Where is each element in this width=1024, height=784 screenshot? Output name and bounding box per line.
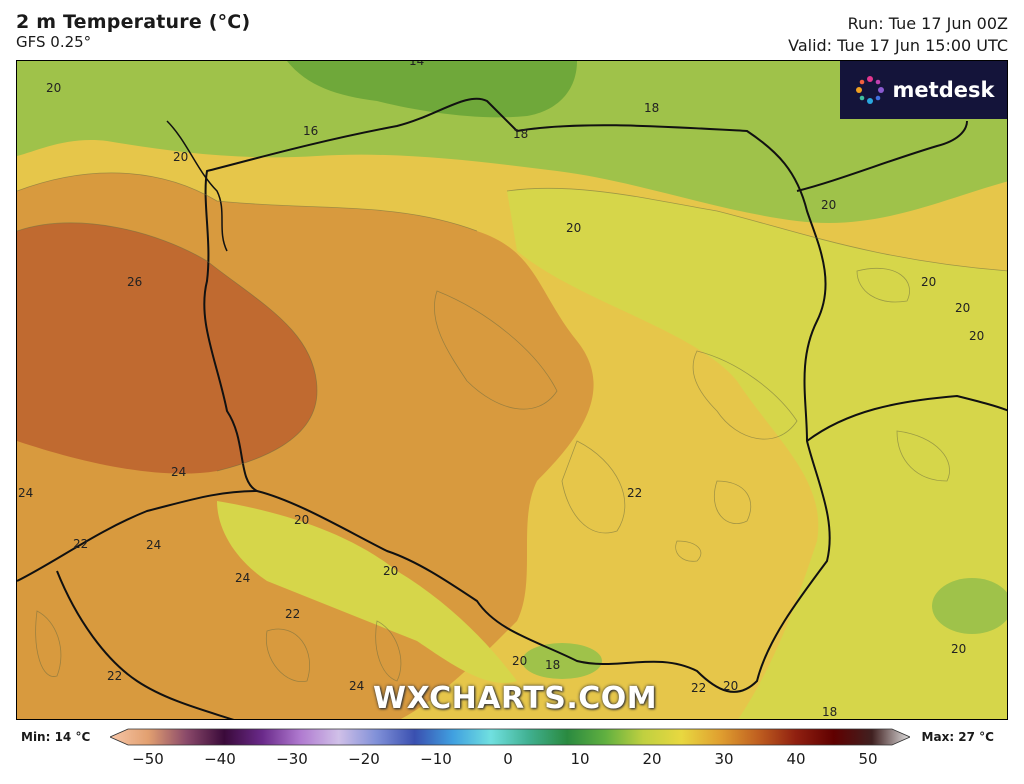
contour-label: 20: [951, 642, 967, 656]
contour-label: 20: [383, 564, 399, 578]
contour-label: 20: [512, 654, 528, 668]
valid-time: Valid: Tue 17 Jun 15:00 UTC: [788, 36, 1008, 55]
legend-tick: 10: [570, 750, 590, 768]
legend-tick: 40: [786, 750, 806, 768]
contour-label: 22: [627, 486, 643, 500]
color-legend: Min: 14 °C Max: 27 °C −50 −40 −30 −20 −1…: [0, 722, 1024, 784]
zone-18-south: [522, 643, 602, 679]
border-west: [17, 490, 258, 582]
contour-label: 20: [723, 679, 739, 693]
model-name: GFS 0.25°: [16, 33, 92, 51]
contour-label: 26: [127, 275, 143, 289]
contour-label: 24: [235, 571, 251, 585]
border-southwest: [56, 570, 235, 719]
coastline-baltic: [166, 120, 228, 252]
map-canvas: [17, 61, 1007, 719]
header-left: 2 m Temperature (°C) GFS 0.25°: [16, 11, 250, 51]
contour-label: 24: [18, 486, 34, 500]
zone-20: [507, 188, 1007, 719]
contour-label: 20: [566, 221, 582, 235]
legend-tick: 50: [858, 750, 878, 768]
temperature-map: metdesk WXCHARTS.COM 20 16 14 18 18 20 2…: [16, 60, 1008, 720]
contour-label: 20: [969, 329, 985, 343]
contour-label: 20: [173, 150, 189, 164]
legend-tick: −50: [132, 750, 164, 768]
zone-18-southeast: [932, 578, 1007, 634]
zone-16: [17, 61, 1007, 223]
metdesk-logo: metdesk: [840, 61, 1007, 119]
metdesk-logo-icon: [855, 76, 884, 104]
wxcharts-watermark: WXCHARTS.COM: [373, 681, 658, 716]
contour-label: 20: [46, 81, 62, 95]
legend-ticks: −50 −40 −30 −20 −10 0 10 20 30 40 50: [0, 750, 1024, 770]
contour-label: 22: [107, 669, 123, 683]
legend-tick: 30: [714, 750, 734, 768]
zone-22-south: [217, 501, 517, 683]
border-northeast: [796, 120, 968, 192]
contour-label: 24: [146, 538, 162, 552]
legend-tick: −30: [276, 750, 308, 768]
legend-tick: −20: [348, 750, 380, 768]
legend-tick: 0: [503, 750, 513, 768]
border-east: [806, 394, 1007, 442]
contour-label: 18: [822, 705, 838, 719]
contour-label: 24: [171, 465, 187, 479]
zone-26: [17, 222, 317, 474]
contour-label: 22: [285, 607, 301, 621]
contour-label: 18: [545, 658, 561, 672]
contour-label: 20: [294, 513, 310, 527]
legend-min: Min: 14 °C: [21, 730, 91, 744]
legend-colorbar: [110, 728, 910, 746]
contour-label: 20: [821, 198, 837, 212]
legend-tick: −40: [204, 750, 236, 768]
contour-label: 14: [409, 60, 425, 68]
contour-label: 20: [921, 275, 937, 289]
zone-14: [287, 61, 577, 118]
legend-max: Max: 27 °C: [921, 730, 994, 744]
contour-label: 24: [349, 679, 365, 693]
contour-label: 18: [513, 127, 529, 141]
chart-title: 2 m Temperature (°C): [16, 11, 251, 33]
legend-tick: −10: [420, 750, 452, 768]
border-poland: [203, 97, 831, 693]
contour-label: 16: [303, 124, 319, 138]
contour-label: 22: [691, 681, 707, 695]
contour-label: 20: [955, 301, 971, 315]
header-right: Run: Tue 17 Jun 00Z Valid: Tue 17 Jun 15…: [788, 13, 1008, 57]
run-time: Run: Tue 17 Jun 00Z: [847, 14, 1008, 33]
metdesk-logo-text: metdesk: [892, 78, 995, 102]
contour-label: 22: [73, 537, 89, 551]
contour-label: 18: [644, 101, 660, 115]
contour-lines: [17, 172, 1007, 683]
legend-tick: 20: [642, 750, 662, 768]
